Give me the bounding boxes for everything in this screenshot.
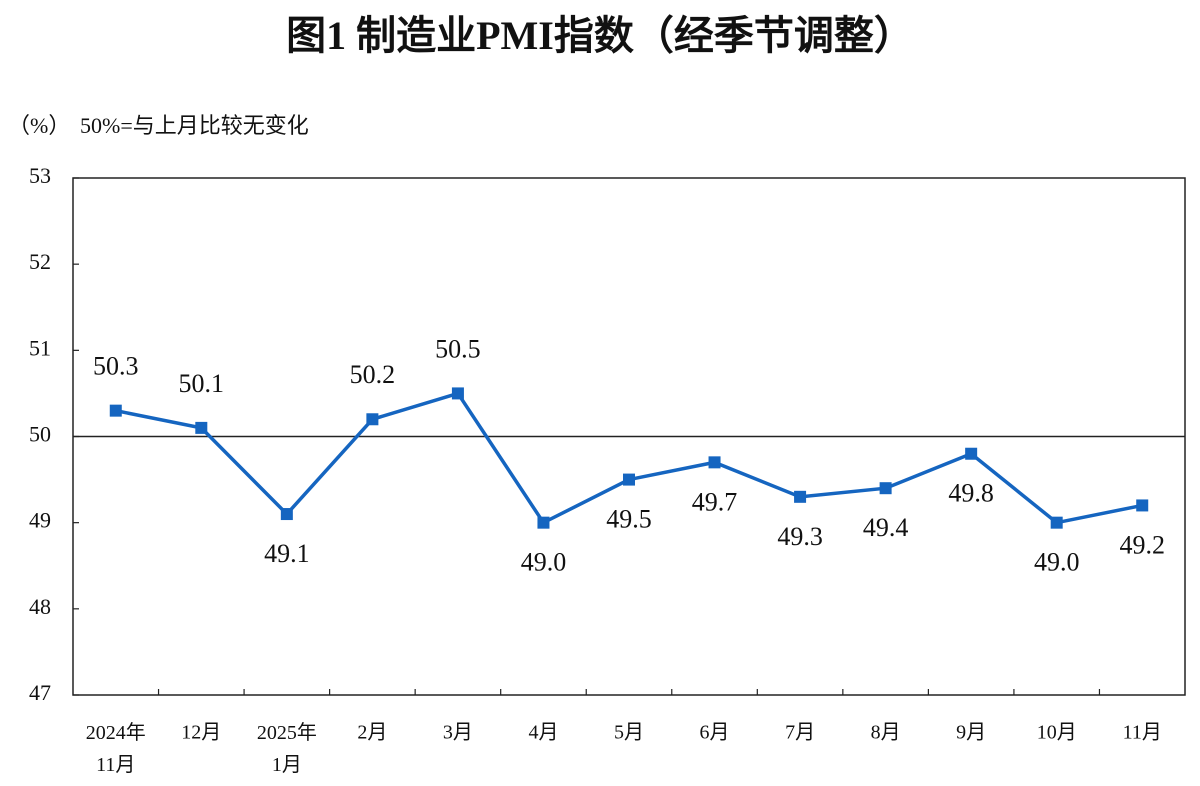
- marker: [195, 421, 208, 434]
- data-label: 50.3: [93, 352, 139, 381]
- data-label: 49.1: [264, 539, 310, 568]
- y-tick-label: 47: [29, 680, 51, 705]
- data-label: 49.5: [606, 505, 652, 534]
- data-label: 49.3: [777, 522, 823, 551]
- x-tick-label: 2月: [357, 722, 387, 744]
- y-tick-label: 53: [29, 163, 51, 188]
- data-label: 49.4: [863, 513, 909, 542]
- note: 50%=与上月比较无变化: [80, 113, 309, 138]
- marker: [451, 387, 464, 400]
- chart-title: 图1 制造业PMI指数（经季节调整）: [286, 13, 914, 58]
- x-tick-label: 3月: [443, 722, 473, 744]
- data-label: 50.1: [179, 369, 225, 398]
- x-tick-label-line: 1月: [272, 754, 302, 776]
- x-tick-label: 12月: [181, 722, 221, 744]
- x-tick-label: 7月: [785, 722, 815, 744]
- y-tick-label: 49: [29, 508, 51, 533]
- y-axis-label: （%）: [8, 113, 70, 138]
- x-tick-label: 2024年 11月: [86, 721, 146, 776]
- marker: [537, 516, 550, 529]
- x-tick-label-line: 11月: [96, 754, 135, 776]
- marker: [623, 473, 635, 486]
- marker: [1050, 516, 1063, 529]
- x-tick-label-line: 2025年: [257, 721, 317, 744]
- x-tick-label: 9月: [956, 722, 986, 744]
- marker: [708, 456, 721, 469]
- data-label: 49.2: [1119, 530, 1165, 559]
- y-tick-label: 48: [29, 594, 51, 619]
- data-label: 49.0: [1034, 548, 1080, 577]
- data-label: 50.2: [350, 360, 396, 389]
- y-tick-label: 51: [29, 335, 51, 360]
- x-tick-label: 6月: [700, 722, 730, 744]
- x-tick-label: 8月: [871, 722, 901, 744]
- data-label: 49.7: [692, 487, 738, 516]
- x-tick-label: 11月: [1123, 722, 1162, 744]
- x-tick-label: 4月: [528, 722, 558, 744]
- x-tick-label: 2025年 1月: [257, 721, 317, 776]
- marker: [879, 482, 892, 495]
- marker: [109, 404, 122, 417]
- marker: [366, 413, 379, 426]
- x-tick-label: 10月: [1037, 722, 1077, 744]
- marker: [794, 490, 807, 503]
- y-tick-label: 50: [29, 422, 51, 447]
- x-tick-label: 5月: [614, 722, 644, 744]
- marker: [280, 508, 293, 521]
- y-tick-label: 52: [29, 249, 51, 274]
- data-label: 49.0: [521, 548, 567, 577]
- marker: [965, 447, 978, 460]
- marker: [1136, 499, 1149, 512]
- x-tick-label-line: 2024年: [86, 721, 146, 744]
- data-label: 49.8: [948, 479, 994, 508]
- data-label: 50.5: [435, 334, 481, 363]
